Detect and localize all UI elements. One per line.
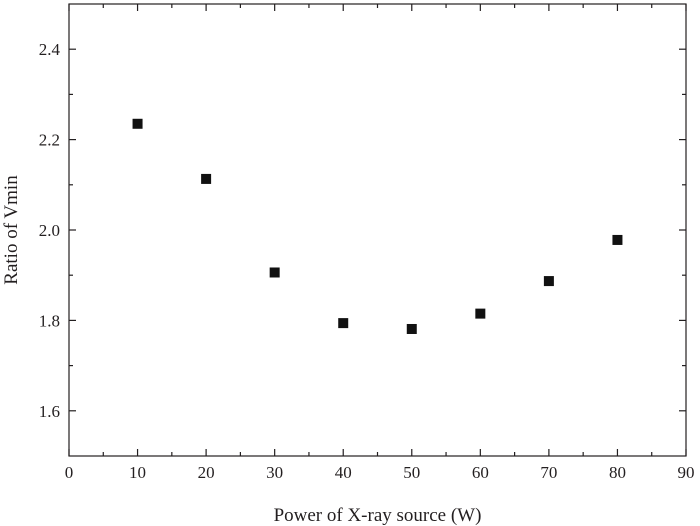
- axis-ticks: [68, 4, 687, 456]
- plot-frame: [68, 3, 687, 457]
- x-tick-label: 30: [266, 463, 283, 482]
- y-tick-label: 1.6: [39, 402, 60, 421]
- data-point: [201, 173, 212, 184]
- data-point: [406, 323, 417, 334]
- x-axis-label: Power of X-ray source (W): [274, 505, 482, 526]
- data-points: [132, 118, 623, 334]
- y-axis-label: Ratio of Vmin: [1, 175, 22, 285]
- data-point: [269, 267, 280, 278]
- x-tick-label: 10: [129, 463, 146, 482]
- x-tick-label: 20: [198, 463, 215, 482]
- y-tick-label: 2.2: [39, 131, 60, 150]
- data-point: [338, 318, 349, 329]
- x-tick-label: 40: [335, 463, 352, 482]
- y-tick-label: 2.4: [39, 40, 61, 59]
- y-tick-labels: 1.6 1.8 2.0 2.2 2.4: [39, 40, 61, 421]
- x-tick-label: 80: [609, 463, 626, 482]
- y-tick-label: 2.0: [39, 221, 60, 240]
- data-point: [475, 308, 486, 319]
- data-point: [612, 234, 623, 245]
- data-point: [543, 276, 554, 287]
- x-tick-label: 0: [65, 463, 74, 482]
- x-tick-label: 50: [403, 463, 420, 482]
- x-tick-label: 90: [678, 463, 695, 482]
- data-point: [132, 118, 143, 129]
- y-tick-label: 1.8: [39, 311, 60, 330]
- x-tick-labels: 0 10 20 30 40 50 60 70 80 90: [65, 463, 695, 482]
- x-tick-label: 60: [472, 463, 489, 482]
- x-tick-label: 70: [540, 463, 557, 482]
